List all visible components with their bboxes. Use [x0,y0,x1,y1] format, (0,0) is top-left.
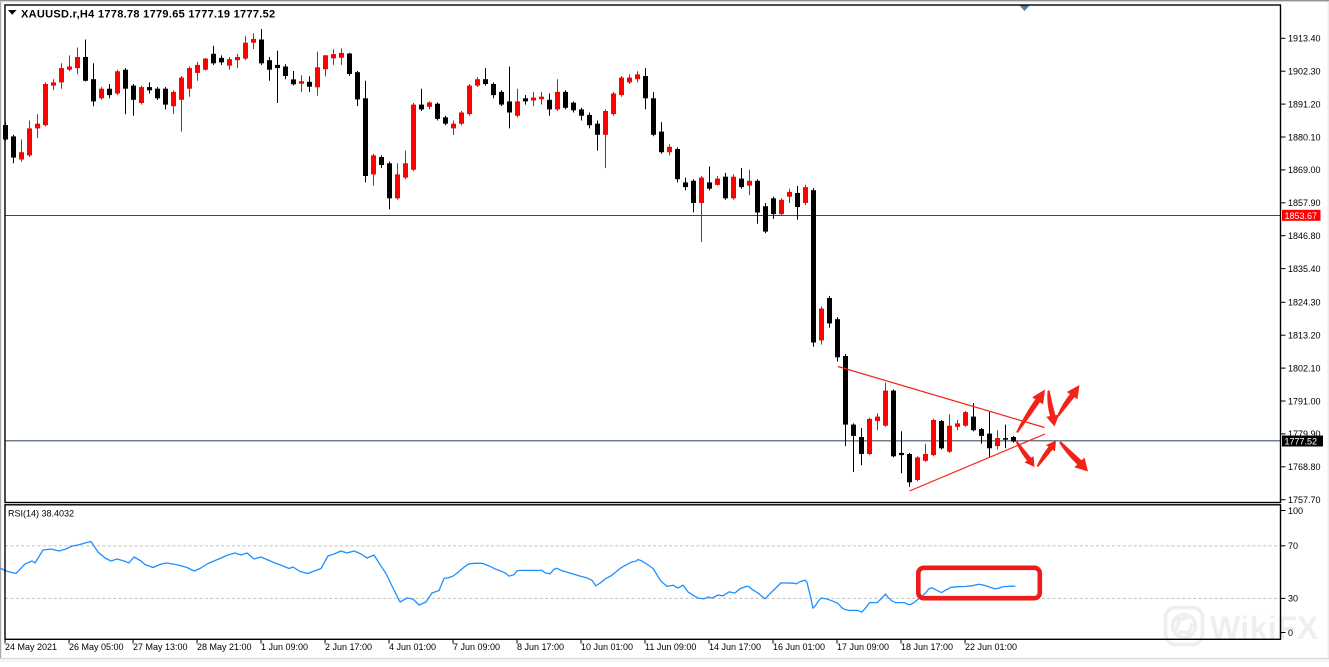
svg-text:XAUUSD.r,H4 1778.78 1779.65 1: XAUUSD.r,H4 1778.78 1779.65 1777.19 1777… [21,8,275,20]
svg-text:8 Jun 17:00: 8 Jun 17:00 [517,642,564,652]
svg-text:14 Jun 17:00: 14 Jun 17:00 [709,642,761,652]
svg-text:16 Jun 01:00: 16 Jun 01:00 [773,642,825,652]
svg-text:10 Jun 01:00: 10 Jun 01:00 [581,642,633,652]
svg-text:1777.52: 1777.52 [1285,437,1318,447]
svg-text:28 May 21:00: 28 May 21:00 [197,642,252,652]
svg-text:1853.67: 1853.67 [1285,211,1318,221]
svg-text:30: 30 [1288,594,1298,604]
svg-text:26 May 05:00: 26 May 05:00 [69,642,124,652]
svg-text:1757.70: 1757.70 [1288,495,1321,505]
svg-text:4 Jun 01:00: 4 Jun 01:00 [389,642,436,652]
svg-text:0: 0 [1288,628,1293,638]
svg-text:100: 100 [1288,506,1303,516]
svg-text:1891.20: 1891.20 [1288,99,1321,109]
svg-text:11 Jun 09:00: 11 Jun 09:00 [645,642,696,652]
svg-text:1768.80: 1768.80 [1288,462,1321,472]
svg-text:70: 70 [1288,541,1298,551]
svg-text:2 Jun 17:00: 2 Jun 17:00 [325,642,372,652]
svg-text:1902.30: 1902.30 [1288,67,1321,77]
svg-text:17 Jun 09:00: 17 Jun 09:00 [837,642,889,652]
svg-text:1913.40: 1913.40 [1288,34,1321,44]
svg-text:7 Jun 09:00: 7 Jun 09:00 [453,642,500,652]
svg-text:18 Jun 17:00: 18 Jun 17:00 [901,642,953,652]
svg-text:1824.30: 1824.30 [1288,298,1321,308]
svg-text:1846.80: 1846.80 [1288,231,1321,241]
svg-text:1869.00: 1869.00 [1288,165,1321,175]
svg-text:RSI(14) 38.4032: RSI(14) 38.4032 [8,509,74,519]
svg-text:1791.00: 1791.00 [1288,396,1321,406]
svg-text:1857.90: 1857.90 [1288,198,1321,208]
svg-text:1835.40: 1835.40 [1288,264,1321,274]
svg-text:1813.20: 1813.20 [1288,331,1321,341]
svg-text:27 May 13:00: 27 May 13:00 [133,642,188,652]
svg-text:1802.10: 1802.10 [1288,363,1321,373]
svg-text:1880.10: 1880.10 [1288,132,1321,142]
svg-text:24 May 2021: 24 May 2021 [5,642,57,652]
svg-text:22 Jun 01:00: 22 Jun 01:00 [965,642,1017,652]
svg-text:WikiFX: WikiFX [1210,610,1319,646]
svg-text:1 Jun 09:00: 1 Jun 09:00 [261,642,308,652]
